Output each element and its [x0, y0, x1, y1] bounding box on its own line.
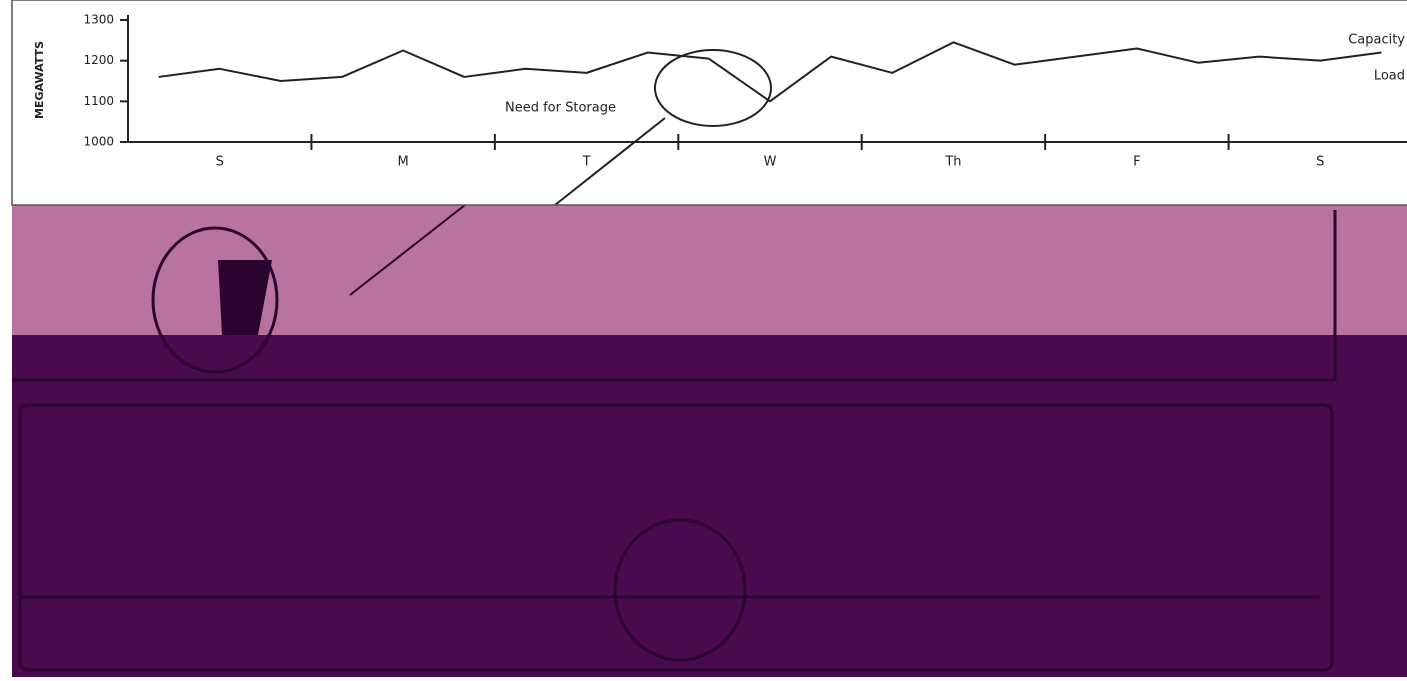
y-tick-label: 1100: [83, 94, 114, 108]
x-tick-label: T: [582, 155, 591, 170]
background-band: [12, 335, 1407, 677]
x-tick-label: S: [1316, 155, 1324, 170]
x-tick-label: S: [216, 155, 224, 170]
chart: MEGAWATTS 1000 1100 1200 1300 S M T W Th F S Need f…: [0, 0, 1407, 677]
y-tick-label: 1000: [83, 135, 114, 149]
x-tick-label: F: [1133, 155, 1140, 170]
chart-frame: [12, 0, 1407, 205]
annotation: Load: [1374, 69, 1405, 84]
x-tick-label: Th: [944, 155, 961, 170]
y-tick-label: 1300: [83, 13, 114, 27]
y-axis-label: MEGAWATTS: [33, 41, 46, 119]
x-tick-label: M: [398, 155, 409, 170]
y-tick-label: 1200: [83, 53, 114, 67]
annotation: Capacity: [1348, 33, 1405, 48]
annotation: Need for Storage: [505, 101, 616, 116]
callout-line: [555, 118, 665, 205]
x-tick-label: W: [764, 155, 777, 170]
